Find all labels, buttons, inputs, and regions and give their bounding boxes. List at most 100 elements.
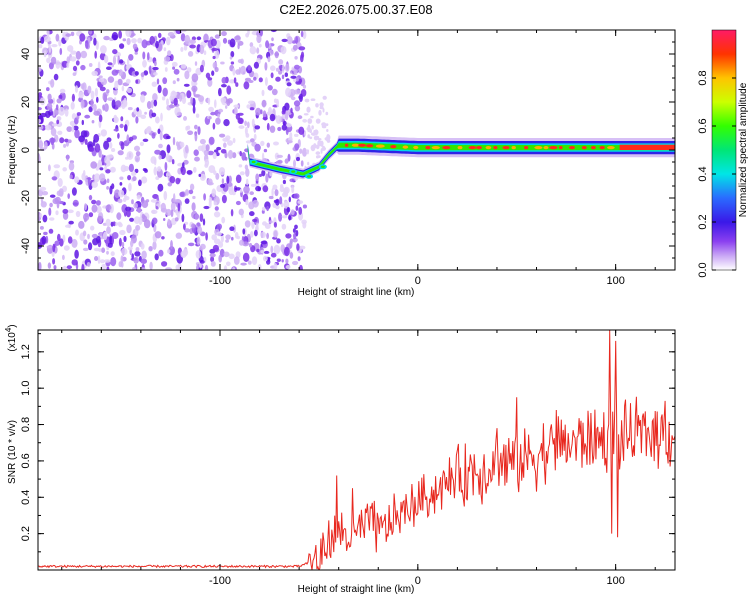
y-tick-label: 0.2 [20,526,32,541]
noise-blob [276,154,283,158]
noise-blob [184,70,190,80]
noise-blob [39,186,47,191]
noise-blob [123,235,127,243]
noise-blob [284,158,289,164]
noise-blob [240,262,247,266]
noise-blob [167,32,175,37]
noise-blob [145,199,150,203]
noise-blob [194,61,198,66]
noise-blob [67,236,73,244]
noise-blob [279,196,283,205]
noise-blob [42,214,48,223]
noise-blob [103,140,110,150]
noise-blob [229,226,235,231]
noise-blob [247,260,252,265]
noise-blob [47,93,52,101]
noise-blob [93,133,100,143]
noise-blob [84,138,88,145]
noise-blob [109,142,113,149]
noise-blob [94,173,101,182]
noise-blob [106,137,112,143]
noise-blob [129,217,135,222]
noise-blob [262,116,268,121]
noise-blob [144,168,148,173]
noise-blob [136,194,141,200]
noise-blob [151,217,158,225]
noise-blob [315,118,321,124]
noise-blob [226,85,232,95]
noise-blob [275,198,280,206]
noise-blob [253,76,257,81]
noise-blob [49,202,53,208]
noise-blob [55,104,59,111]
noise-blob [269,171,273,177]
noise-blob [179,94,183,102]
noise-blob [203,205,210,210]
noise-blob [213,201,217,206]
noise-blob [249,211,255,217]
noise-blob [224,151,228,159]
noise-blob [176,144,181,151]
noise-blob [88,194,93,201]
noise-blob [116,212,122,221]
noise-blob [75,50,82,60]
noise-blob [131,199,134,205]
noise-blob [64,138,69,143]
signal-peak [581,146,587,150]
noise-blob [300,54,304,63]
noise-blob [275,67,280,72]
noise-blob [173,97,178,106]
noise-blob [191,202,196,212]
noise-blob [221,194,227,204]
noise-blob [103,55,109,64]
noise-blob [207,77,213,81]
noise-blob [175,264,180,270]
noise-blob [52,97,55,105]
noise-blob [213,170,217,176]
noise-blob [41,47,48,55]
noise-blob [207,78,213,87]
noise-blob [252,218,258,223]
noise-blob [45,110,51,119]
noise-blob [269,113,276,122]
noise-blob [81,119,85,126]
y-tick-label: -40 [20,238,32,254]
noise-blob [106,178,110,184]
noise-blob [225,105,228,109]
noise-blob [141,250,147,259]
noise-blob [298,264,303,270]
noise-blob [285,233,292,239]
noise-blob [248,100,255,105]
noise-blob [239,188,243,193]
noise-blob [92,238,99,246]
noise-blob [298,46,306,51]
noise-blob [271,188,274,197]
noise-blob [135,151,141,157]
noise-blob [49,217,55,221]
noise-blob [300,30,304,38]
noise-blob [150,100,154,109]
noise-blob [71,93,75,102]
noise-blob [155,205,158,210]
noise-blob [186,170,193,175]
noise-blob [278,59,284,65]
noise-blob [111,148,116,152]
noise-blob [292,228,296,233]
snr-frame [37,329,676,571]
signal-peak [425,146,431,150]
noise-blob [93,247,100,252]
noise-blob [203,150,209,156]
noise-blob [99,173,106,182]
noise-blob [247,64,251,71]
noise-blob [179,141,185,148]
noise-blob [38,107,42,111]
noise-blob [233,224,236,233]
y-tick-label: 0.6 [20,453,32,468]
noise-blob [255,173,260,182]
noise-blob [184,228,191,233]
noise-blob [121,242,125,248]
noise-blob [266,205,269,212]
noise-blob [211,70,215,76]
noise-blob [41,191,49,196]
noise-blob [146,101,152,109]
